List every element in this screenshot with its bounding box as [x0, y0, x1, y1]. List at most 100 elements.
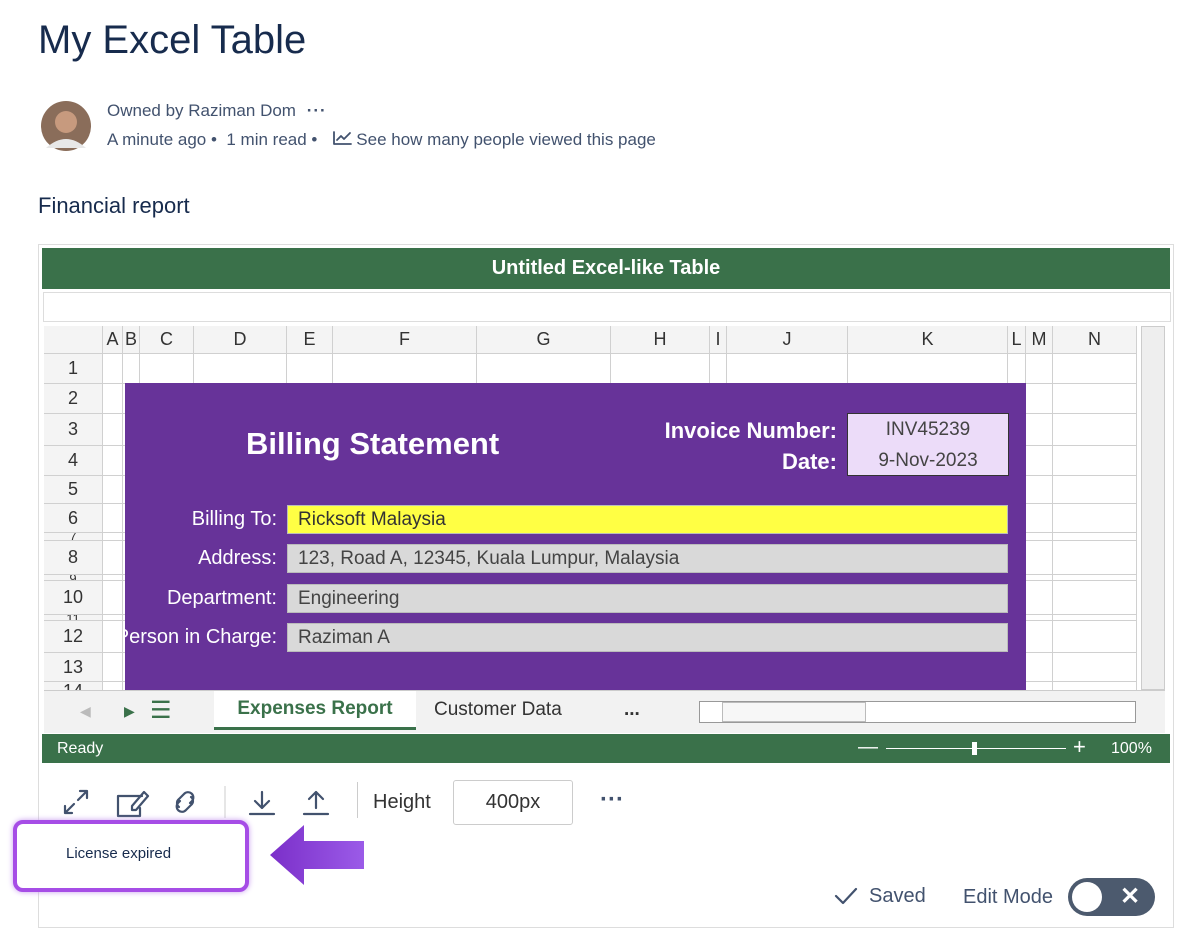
- column-header: A: [103, 326, 123, 354]
- column-header: L: [1008, 326, 1026, 354]
- invoice-date: 9-Nov-2023: [878, 450, 978, 471]
- column-header: I: [710, 326, 727, 354]
- cell: [103, 384, 123, 414]
- cell: [727, 354, 848, 384]
- cell: [1026, 575, 1053, 581]
- column-header: C: [140, 326, 194, 354]
- field-value: 123, Road A, 12345, Kuala Lumpur, Malays…: [287, 544, 1008, 573]
- zoom-in[interactable]: +: [1073, 734, 1086, 759]
- column-header: M: [1026, 326, 1053, 354]
- cell: [1053, 682, 1137, 690]
- next-tab[interactable]: ▶: [124, 703, 135, 719]
- cell: [103, 653, 123, 682]
- height-input[interactable]: 400px: [453, 780, 573, 825]
- cell: [103, 581, 123, 615]
- column-header: K: [848, 326, 1008, 354]
- field-value: Raziman A: [287, 623, 1008, 652]
- cell: [1026, 504, 1053, 533]
- zoom: 100%: [1111, 740, 1152, 757]
- row-header: 10: [44, 581, 103, 615]
- field-label-text: Department:: [166, 587, 277, 609]
- row-header: 8: [44, 541, 103, 575]
- cell: [103, 504, 123, 533]
- zoom-out[interactable]: —: [858, 736, 878, 758]
- cell: [1053, 653, 1137, 682]
- formula-bar: [43, 292, 1171, 322]
- field-value: Ricksoft Malaysia: [287, 505, 1008, 534]
- sheet-tab-active[interactable]: Expenses Report: [214, 691, 416, 730]
- status-bar: Ready — + 100%: [42, 734, 1170, 763]
- cell: [1026, 653, 1053, 682]
- cell: [103, 446, 123, 476]
- description: Financial report: [38, 193, 190, 218]
- invoice-heading: Billing Statement: [246, 426, 500, 461]
- cell: [848, 354, 1008, 384]
- cell: [1026, 384, 1053, 414]
- cell: [1053, 384, 1137, 414]
- cell: [611, 354, 710, 384]
- owner-text: Owned by Raziman Dom: [107, 101, 296, 120]
- row-header: 12: [44, 621, 103, 653]
- cell: [103, 682, 123, 690]
- field-value: Engineering: [287, 584, 1008, 613]
- toolbar-icons[interactable]: [60, 786, 350, 818]
- column-header: E: [287, 326, 333, 354]
- cell: [1026, 621, 1053, 653]
- cell: [333, 354, 477, 384]
- row-header: 3: [44, 414, 103, 446]
- saved-icon: [834, 887, 858, 905]
- cell: [1053, 354, 1137, 384]
- cell: [103, 575, 123, 581]
- v-scrollbar[interactable]: [1141, 326, 1165, 690]
- cell: [1053, 541, 1137, 575]
- height-label: Height: [373, 791, 431, 813]
- row-header: 2: [44, 384, 103, 414]
- field-label-text: Person in Charge:: [125, 626, 277, 648]
- more-sheets[interactable]: ...: [624, 699, 640, 720]
- cell: [1053, 533, 1137, 541]
- sheet-tab[interactable]: Customer Data: [434, 699, 562, 720]
- owner-menu[interactable]: ···: [306, 101, 327, 120]
- invoice-number-label: Invoice Number:: [664, 418, 837, 443]
- cell: [140, 354, 194, 384]
- tab-bar: ◀ ▶ ☰ Expenses Report Customer Data ...: [44, 690, 1165, 733]
- views-link[interactable]: See how many people viewed this page: [356, 130, 656, 149]
- cell: [1026, 354, 1053, 384]
- h-scrollbar[interactable]: [699, 701, 1136, 723]
- field-label: Address:: [125, 547, 277, 570]
- column-header: H: [611, 326, 710, 354]
- cell: [1053, 621, 1137, 653]
- edit-mode-toggle[interactable]: ✕: [1068, 878, 1155, 916]
- invoice-number: INV45239: [885, 419, 971, 440]
- field-label: Billing To:: [125, 508, 277, 531]
- more-menu[interactable]: ···: [600, 786, 624, 813]
- sheet-list[interactable]: ☰: [150, 697, 172, 724]
- row-header: 14: [44, 682, 103, 690]
- prev-tab[interactable]: ◀: [80, 703, 91, 719]
- cell: [1053, 504, 1137, 533]
- status: Ready: [57, 740, 104, 757]
- cell: [103, 533, 123, 541]
- cell: [1053, 476, 1137, 504]
- row-header: 5: [44, 476, 103, 504]
- cell: [1053, 581, 1137, 615]
- page-title: My Excel Table: [38, 18, 307, 62]
- column-header: J: [727, 326, 848, 354]
- cell: [1053, 446, 1137, 476]
- cell: [1053, 615, 1137, 621]
- cell: [103, 615, 123, 621]
- cell: [103, 621, 123, 653]
- zoom-thumb[interactable]: [972, 742, 977, 755]
- field-label: Department:: [125, 587, 277, 610]
- read-time: 1 min read: [226, 130, 307, 149]
- cell: [1026, 446, 1053, 476]
- field-label: Person in Charge:: [125, 626, 277, 649]
- saved: Saved: [869, 885, 926, 907]
- grid: ABCDEFGHIJKLMN1234567891011121314Billing…: [44, 326, 1137, 690]
- row-header: 11: [44, 615, 103, 621]
- cell: [477, 354, 611, 384]
- cell: [103, 476, 123, 504]
